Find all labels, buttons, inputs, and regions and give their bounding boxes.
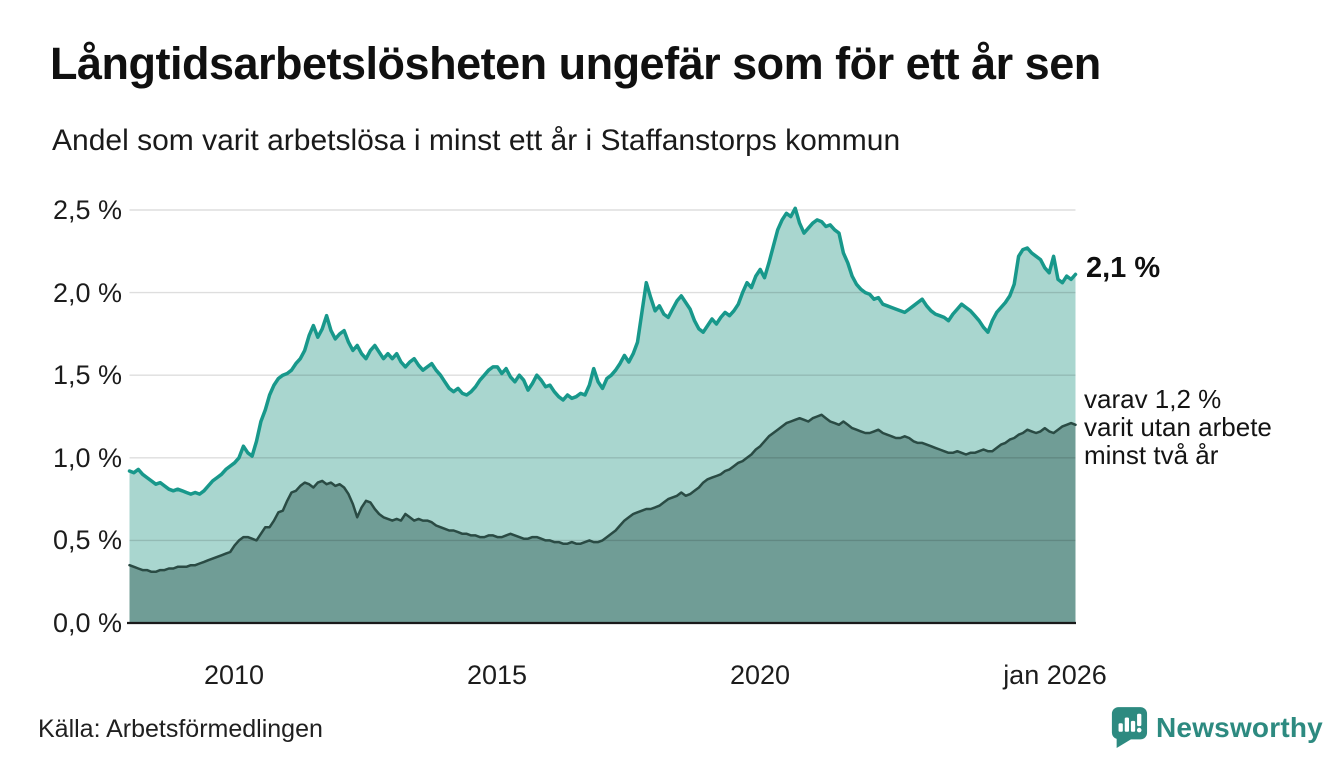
newsworthy-logo: Newsworthy [1110, 706, 1323, 750]
subset-note-label: varav 1,2 % varit utan arbete minst två … [1084, 384, 1272, 470]
logo-bar-1 [1118, 723, 1123, 732]
newsworthy-bubble-icon [1111, 707, 1148, 748]
newsworthy-wordmark: Newsworthy [1156, 712, 1323, 743]
x-tick-jan-2026: jan 2026 [1003, 660, 1107, 690]
series-line-1 [128, 413, 1077, 574]
logo-exclamation-bar [1137, 713, 1142, 727]
chart-title: Långtidsarbetslösheten ungefär som för e… [50, 38, 1101, 89]
y-tick-1_0: 1,0 % [52, 443, 122, 473]
series-line-0 [127, 206, 1078, 496]
x-tick-2020: 2020 [729, 660, 791, 690]
chart-subtitle: Andel som varit arbetslösa i minst ett å… [52, 124, 901, 157]
y-tick-0_5: 0,5 % [52, 525, 122, 555]
y-tick-2_5: 2,5 % [52, 195, 122, 225]
y-tick-0_0: 0,0 % [52, 608, 122, 638]
source-label: Källa: Arbetsförmedlingen [38, 715, 323, 743]
x-tick-2010: 2010 [203, 660, 265, 690]
logo-exclamation-dot [1136, 727, 1142, 733]
logo-bar-3 [1130, 720, 1136, 732]
x-tick-2015: 2015 [466, 660, 528, 690]
y-tick-1_5: 1,5 % [52, 360, 122, 390]
logo-bar-2 [1124, 717, 1129, 732]
latest-value-label: 2,1 % [1086, 252, 1161, 284]
series-area-1 [129, 414, 1076, 623]
y-tick-2_0: 2,0 % [52, 278, 122, 308]
